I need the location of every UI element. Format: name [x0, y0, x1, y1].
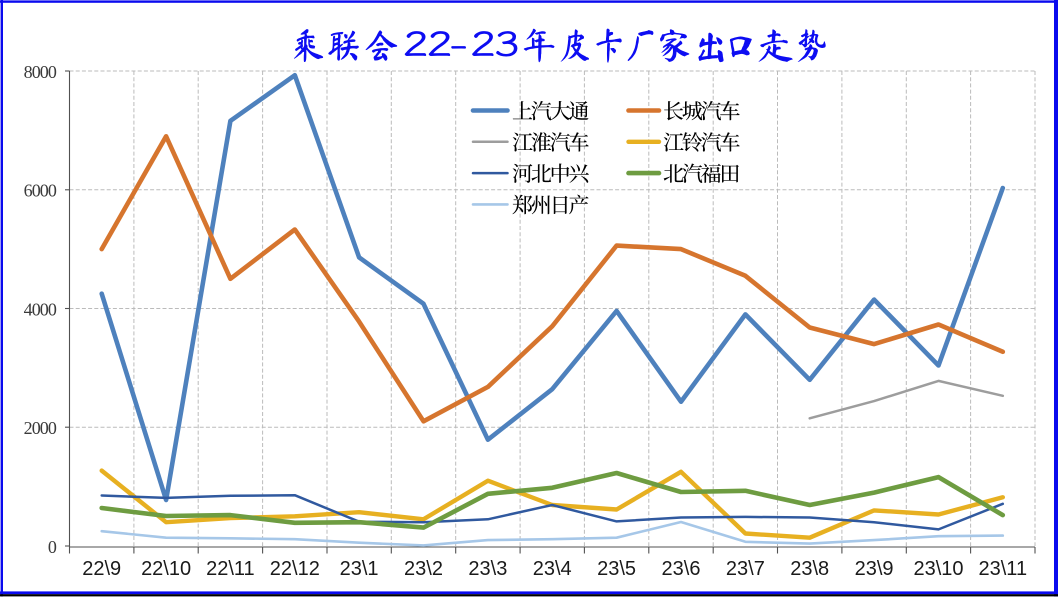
svg-text:23\10: 23\10 [913, 558, 963, 580]
svg-text:23\11: 23\11 [979, 558, 1028, 580]
svg-text:23\8: 23\8 [790, 558, 829, 580]
svg-text:22\11: 22\11 [206, 558, 255, 580]
svg-text:4000: 4000 [24, 299, 57, 319]
svg-text:22\10: 22\10 [141, 558, 191, 580]
svg-text:23\2: 23\2 [404, 558, 443, 580]
svg-text:8000: 8000 [24, 62, 57, 82]
svg-text:23\9: 23\9 [855, 558, 894, 580]
svg-text:23\3: 23\3 [468, 558, 507, 580]
svg-text:23\4: 23\4 [533, 558, 572, 580]
svg-text:23\6: 23\6 [662, 558, 701, 580]
svg-text:23\5: 23\5 [597, 558, 636, 580]
svg-text:22\12: 22\12 [270, 558, 320, 580]
svg-text:23\7: 23\7 [726, 558, 765, 580]
svg-text:22\9: 22\9 [82, 558, 121, 580]
svg-text:6000: 6000 [24, 181, 57, 201]
svg-text:0: 0 [48, 537, 57, 557]
svg-text:23\1: 23\1 [340, 558, 379, 580]
svg-text:2000: 2000 [24, 418, 57, 438]
